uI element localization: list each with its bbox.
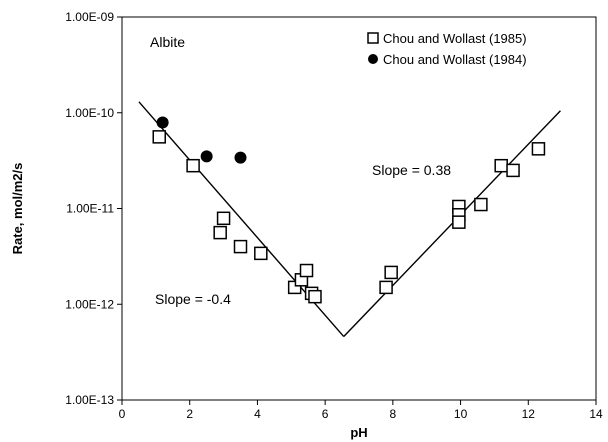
data-points <box>152 116 546 304</box>
y-tick-label: 1.00E-09 <box>65 10 114 24</box>
y-tick-label: 1.00E-10 <box>65 106 114 120</box>
x-tick-label: 0 <box>119 407 126 421</box>
x-tick-label: 10 <box>454 407 468 421</box>
legend: Chou and Wollast (1985) Chou and Wollast … <box>367 31 527 67</box>
legend-label: Chou and Wollast (1985) <box>383 31 527 46</box>
x-tick-label: 6 <box>322 407 329 421</box>
x-tick-label: 12 <box>522 407 536 421</box>
data-point-square <box>213 225 227 240</box>
x-axis-title: pH <box>350 425 367 440</box>
data-point-square <box>216 211 231 226</box>
x-tick-label: 8 <box>390 407 397 421</box>
data-point-square <box>384 265 398 280</box>
data-point-square <box>379 280 393 295</box>
data-point-square <box>452 215 466 229</box>
legend-marker-circle <box>368 54 378 64</box>
data-point-square <box>308 289 322 304</box>
legend-marker-square <box>367 32 379 44</box>
mineral-label: Albite <box>150 34 185 50</box>
data-point-square <box>152 130 166 144</box>
y-tick-label: 1.00E-12 <box>65 297 114 311</box>
data-point-circle <box>200 150 213 163</box>
legend-label: Chou and Wollast (1984) <box>383 52 527 67</box>
data-point-square <box>474 197 488 212</box>
slope-label: Slope = 0.38 <box>372 162 451 178</box>
data-point-square <box>494 158 508 173</box>
y-axis-ticks: 1.00E-13 1.00E-12 1.00E-11 1.00E-10 1.00E-09 <box>65 10 122 407</box>
data-point-square <box>299 263 314 278</box>
y-tick-label: 1.00E-11 <box>66 202 114 216</box>
y-axis-title: Rate, mol/m2/s <box>10 163 25 255</box>
x-axis-ticks: 0 2 4 6 8 10 12 14 <box>119 400 603 421</box>
data-point-circle <box>234 151 247 164</box>
fit-line <box>343 110 561 338</box>
x-tick-label: 2 <box>186 407 193 421</box>
data-point-square <box>506 163 520 178</box>
x-tick-label: 14 <box>589 407 603 421</box>
data-point-square <box>254 246 268 261</box>
x-tick-label: 4 <box>254 407 261 421</box>
y-tick-label: 1.00E-13 <box>65 393 114 407</box>
slope-label: Slope = -0.4 <box>155 291 231 307</box>
data-point-square <box>531 142 546 156</box>
data-point-square <box>186 158 200 173</box>
data-point-square <box>233 239 248 254</box>
data-point-circle <box>156 116 169 129</box>
